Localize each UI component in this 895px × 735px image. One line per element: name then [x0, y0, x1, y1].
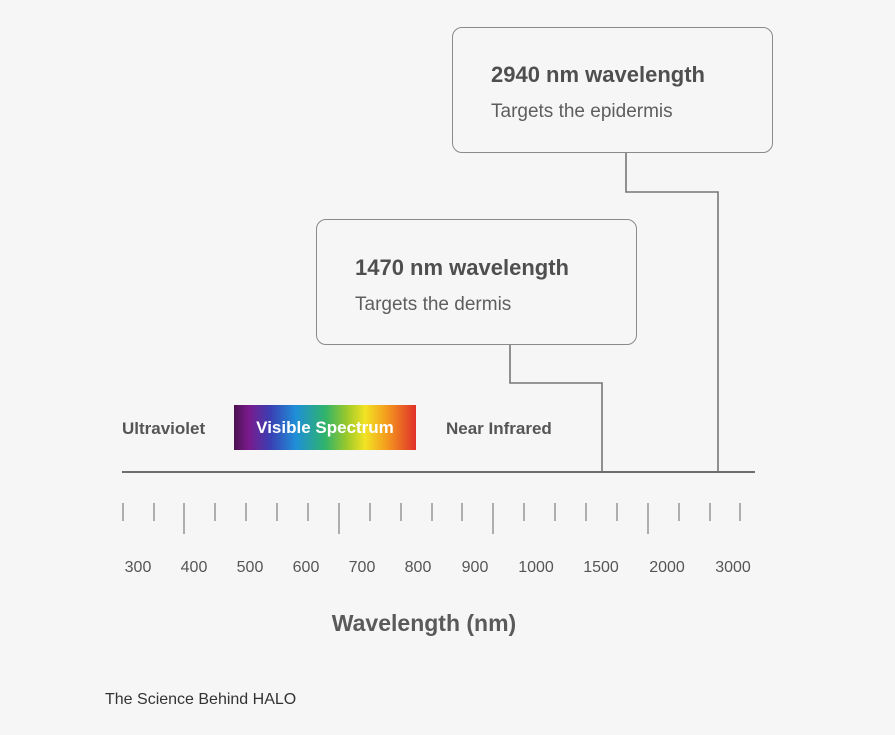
- region-visible-label: Visible Spectrum: [256, 417, 394, 437]
- caption: The Science Behind HALO: [105, 691, 297, 708]
- visible-spectrum-band: Visible Spectrum: [234, 405, 416, 450]
- tick-label: 700: [348, 559, 376, 576]
- tick-label: 1000: [518, 559, 554, 576]
- callout-1470-subtitle: Targets the dermis: [355, 294, 512, 315]
- tick-label: 3000: [715, 559, 751, 576]
- tick-label: 1500: [583, 559, 619, 576]
- region-near-infrared: Near Infrared: [446, 419, 552, 438]
- callout-1470-title: 1470 nm wavelength: [355, 255, 569, 280]
- axis-title: Wavelength (nm): [331, 610, 517, 636]
- callout-2940: 2940 nm wavelength Targets the epidermis: [452, 27, 773, 153]
- connector-2940: [625, 152, 719, 472]
- tick-label: 500: [236, 559, 264, 576]
- region-ultraviolet: Ultraviolet: [122, 419, 206, 438]
- tick-label: 600: [292, 559, 320, 576]
- tick-label: 800: [404, 559, 432, 576]
- callout-2940-subtitle: Targets the epidermis: [491, 101, 673, 122]
- tick-label: 400: [180, 559, 208, 576]
- connector-1470: [509, 344, 603, 472]
- callout-2940-title: 2940 nm wavelength: [491, 62, 705, 87]
- tick-label: 300: [124, 559, 152, 576]
- callout-1470: 1470 nm wavelength Targets the dermis: [316, 219, 637, 345]
- tick-label: 900: [461, 559, 489, 576]
- axis-ticks: [122, 503, 741, 534]
- tick-label: 2000: [649, 559, 685, 576]
